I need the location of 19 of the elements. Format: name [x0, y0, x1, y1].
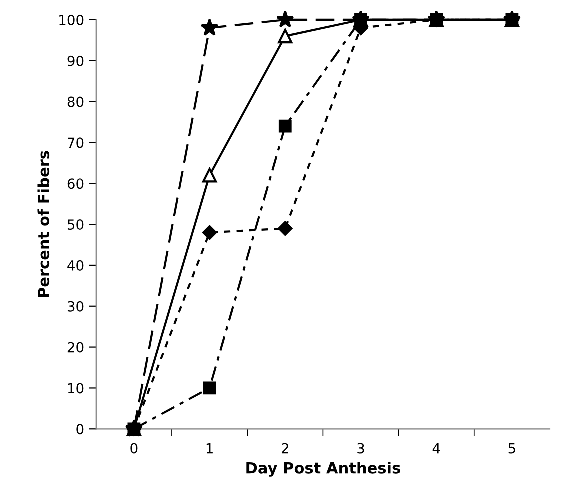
y-tick-label: 60	[68, 178, 84, 190]
x-axis-title: Day Post Anthesis	[246, 462, 400, 477]
y-axis-title: Percent of Fibers	[38, 151, 50, 298]
x-tick-label: 2	[282, 443, 288, 454]
y-tick-label: 10	[68, 383, 84, 394]
x-tick-label: 5	[508, 443, 516, 454]
y-tick-label: 20	[68, 342, 84, 353]
x-tick-label: 3	[358, 443, 364, 454]
x-tick-label: 1	[206, 443, 213, 454]
y-tick-label: 50	[68, 220, 84, 230]
y-tick-label: 40	[68, 260, 84, 271]
y-tick-label: 80	[68, 96, 84, 108]
y-tick-label: 0	[76, 424, 84, 435]
y-tick-label: 100	[60, 14, 84, 26]
y-tick-label: 90	[68, 56, 84, 66]
x-tick-label: 4	[432, 443, 440, 454]
y-tick-label: 70	[68, 138, 84, 148]
y-tick-label: 30	[68, 301, 84, 312]
x-tick-label: 0	[130, 443, 138, 454]
